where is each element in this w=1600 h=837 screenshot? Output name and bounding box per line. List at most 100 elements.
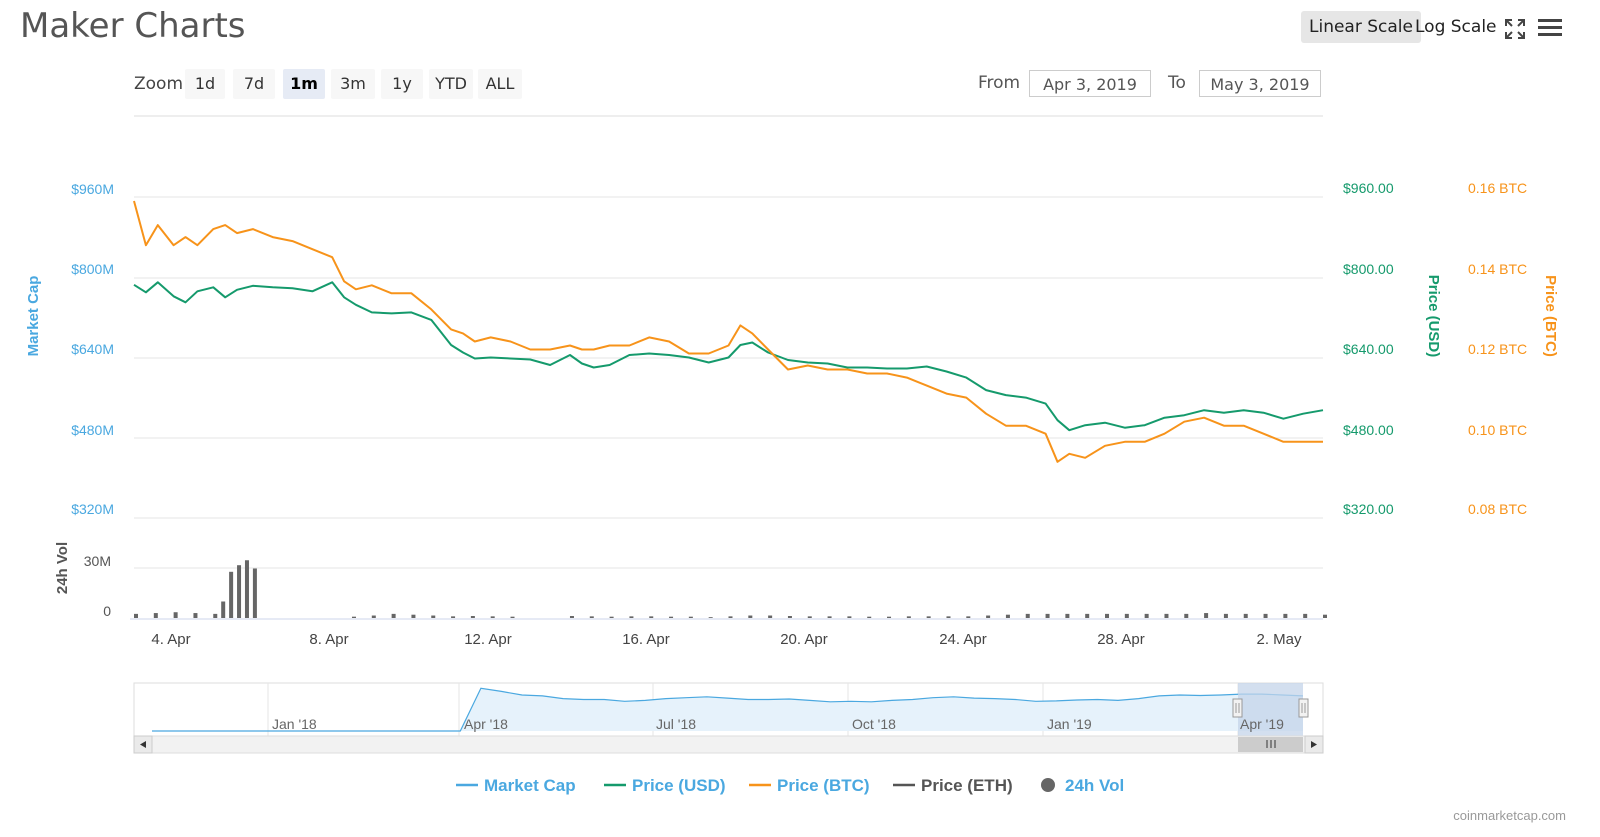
- volume-bar: [153, 613, 158, 618]
- volume-axis-title: 24h Vol: [54, 542, 71, 594]
- zoom-1d-button[interactable]: 1d: [185, 69, 225, 99]
- volume-bar: [1065, 613, 1070, 618]
- volume-bar: [1243, 613, 1248, 618]
- zoom-1m-button[interactable]: 1m: [283, 69, 325, 99]
- volume-bar: [1085, 613, 1090, 618]
- volume-bar: [728, 616, 733, 618]
- volume-bar: [688, 616, 693, 618]
- volume-bar: [887, 616, 892, 618]
- zoom-1y-button[interactable]: 1y: [381, 69, 423, 99]
- zoom-3m-button[interactable]: 3m: [331, 69, 375, 99]
- volume-bar: [221, 601, 226, 618]
- volume-bar: [1204, 613, 1209, 618]
- nav-tick-1: Apr '18: [464, 716, 508, 732]
- volume-bar: [237, 565, 242, 618]
- volume-bar: [569, 616, 574, 618]
- volume-bar: [1263, 613, 1268, 618]
- mcap-tick-640: $640M: [71, 341, 114, 357]
- volume-bar: [827, 616, 832, 618]
- legend-item-24h-vol[interactable]: 24h Vol: [1041, 776, 1124, 795]
- volume-bar: [1005, 614, 1010, 618]
- volume-bar: [1144, 613, 1149, 618]
- usd-tick-800: $800.00: [1343, 261, 1394, 277]
- volume-bar: [1045, 613, 1050, 618]
- volume-bar: [946, 616, 951, 618]
- volume-bar: [867, 616, 872, 618]
- legend-label-market-cap: Market Cap: [484, 776, 576, 795]
- legend-item-price-eth[interactable]: Price (ETH): [893, 776, 1013, 795]
- x-tick-0: 4. Apr: [151, 631, 190, 648]
- volume-bar: [134, 613, 138, 618]
- x-tick-6: 28. Apr: [1097, 631, 1145, 648]
- volume-bar: [411, 614, 416, 618]
- market-cap-axis-title: Market Cap: [25, 276, 42, 357]
- watermark: coinmarketcap.com: [1453, 808, 1566, 823]
- volume-bar: [244, 560, 249, 618]
- volume-bar: [748, 615, 753, 618]
- x-tick-1: 8. Apr: [309, 631, 348, 648]
- volume-bar: [1164, 613, 1169, 618]
- from-label: From: [978, 73, 1021, 93]
- from-date-input[interactable]: Apr 3, 2019: [1029, 70, 1151, 97]
- volume-bar: [510, 616, 515, 618]
- legend-label-24h-vol: 24h Vol: [1065, 776, 1124, 795]
- btc-tick-008: 0.08 BTC: [1468, 501, 1527, 517]
- volume-bar: [351, 616, 356, 618]
- mcap-tick-320: $320M: [71, 501, 114, 517]
- usd-tick-960: $960.00: [1343, 180, 1394, 196]
- navigator-right-handle[interactable]: [1298, 698, 1309, 718]
- log-scale-button[interactable]: Log Scale: [1415, 17, 1497, 37]
- volume-bar: [252, 568, 257, 618]
- mcap-tick-480: $480M: [71, 422, 114, 438]
- navigator[interactable]: Jan '18 Apr '18 Jul '18 Oct '18 Jan '19 …: [133, 682, 1324, 737]
- volume-bar: [173, 612, 178, 618]
- volume-bar: [431, 615, 436, 618]
- arrow-left-icon: [140, 741, 146, 748]
- volume-bar: [371, 615, 376, 618]
- volume-bar: [193, 613, 198, 618]
- nav-tick-5: Apr '19: [1240, 716, 1284, 732]
- navigator-selection[interactable]: [1238, 683, 1303, 736]
- legend-label-price-eth: Price (ETH): [921, 776, 1013, 795]
- zoom-7d-button[interactable]: 7d: [233, 69, 275, 99]
- linear-scale-button[interactable]: Linear Scale: [1301, 11, 1421, 43]
- zoom-ytd-button[interactable]: YTD: [429, 69, 473, 99]
- volume-bar: [787, 616, 792, 618]
- volume-bar: [1323, 614, 1327, 618]
- volume-bar: [926, 616, 931, 618]
- price-usd-line: [133, 281, 1324, 432]
- legend-label-price-usd: Price (USD): [632, 776, 726, 795]
- arrow-right-icon: [1311, 741, 1317, 748]
- btc-tick-010: 0.10 BTC: [1468, 422, 1527, 438]
- usd-tick-320: $320.00: [1343, 501, 1394, 517]
- vol-tick-30m: 30M: [84, 553, 111, 569]
- volume-bar: [906, 616, 911, 618]
- usd-tick-480: $480.00: [1343, 422, 1394, 438]
- hamburger-icon[interactable]: [1537, 16, 1563, 40]
- vol-tick-0: 0: [103, 603, 111, 619]
- volume-bar: [1105, 613, 1110, 618]
- volume-bar: [986, 615, 991, 618]
- scrollbar[interactable]: [133, 735, 1324, 754]
- usd-tick-640: $640.00: [1343, 341, 1394, 357]
- volume-bar: [1025, 613, 1030, 618]
- x-tick-5: 24. Apr: [939, 631, 987, 648]
- volume-bar: [589, 616, 594, 618]
- nav-tick-4: Jan '19: [1047, 716, 1092, 732]
- volume-bar: [490, 616, 495, 618]
- zoom-label: Zoom: [134, 74, 184, 94]
- x-tick-4: 20. Apr: [780, 631, 828, 648]
- volume-bar: [1124, 613, 1129, 618]
- price-btc-line: [133, 200, 1323, 463]
- btc-tick-012: 0.12 BTC: [1468, 341, 1527, 357]
- navigator-left-handle[interactable]: [1232, 698, 1243, 718]
- legend-item-price-btc[interactable]: Price (BTC): [749, 776, 870, 795]
- expand-icon[interactable]: [1504, 18, 1526, 40]
- to-date-input[interactable]: May 3, 2019: [1199, 70, 1321, 97]
- zoom-all-button[interactable]: ALL: [478, 69, 522, 99]
- legend-item-price-usd[interactable]: Price (USD): [604, 776, 726, 795]
- volume-bar: [470, 616, 475, 618]
- legend-item-market-cap[interactable]: Market Cap: [456, 776, 576, 795]
- x-tick-7: 2. May: [1256, 631, 1302, 648]
